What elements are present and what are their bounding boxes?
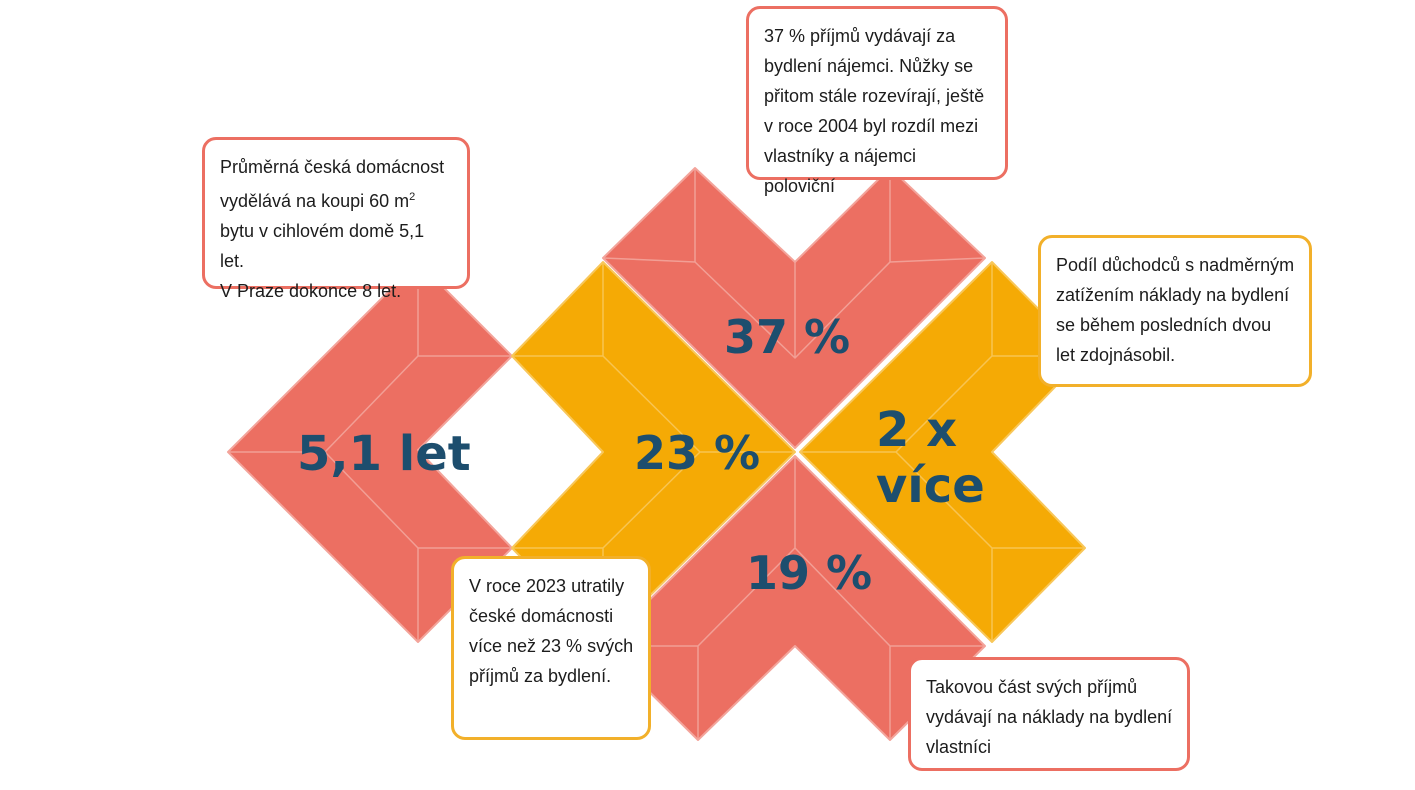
callout-pensioners: Podíl důchodců s nadměrným zatížením nák…: [1038, 235, 1312, 387]
stat-years: 5,1 let: [297, 426, 471, 482]
stat-pensioners-line2: více: [876, 458, 985, 514]
callout-owners: Takovou část svých příjmů vydávají na ná…: [908, 657, 1190, 771]
stat-households-share: 23 %: [634, 426, 761, 480]
stat-pensioners: 2 x více: [876, 402, 985, 514]
callout-rent-text: 37 % příjmů vydávají za bydlení nájemci.…: [764, 26, 985, 196]
callout-households-text: V roce 2023 utratily české domácnosti ví…: [469, 576, 634, 686]
callout-years-line4: V Praze dokonce 8 let.: [220, 281, 402, 301]
callout-years-line2-text: vydělává na koupi 60 m: [220, 191, 410, 211]
callout-years-line3: bytu v cihlovém domě 5,1 let.: [220, 221, 425, 271]
callout-years: Průměrná česká domácnost vydělává na kou…: [202, 137, 470, 301]
callout-years-line2: vydělává na koupi 60 m2: [220, 182, 453, 216]
callout-years-line2-sup: 2: [409, 191, 416, 203]
callout-households: V roce 2023 utratily české domácnosti ví…: [451, 556, 651, 740]
stat-owners-share: 19 %: [746, 546, 873, 600]
stat-rent-share: 37 %: [724, 310, 851, 364]
stat-pensioners-line1: 2 x: [876, 402, 958, 458]
callout-pensioners-text: Podíl důchodců s nadměrným zatížením nák…: [1056, 255, 1295, 365]
callout-rent: 37 % příjmů vydávají za bydlení nájemci.…: [746, 6, 1008, 196]
callout-years-line1: Průměrná česká domácnost: [220, 157, 445, 177]
callout-owners-text: Takovou část svých příjmů vydávají na ná…: [926, 677, 1173, 757]
